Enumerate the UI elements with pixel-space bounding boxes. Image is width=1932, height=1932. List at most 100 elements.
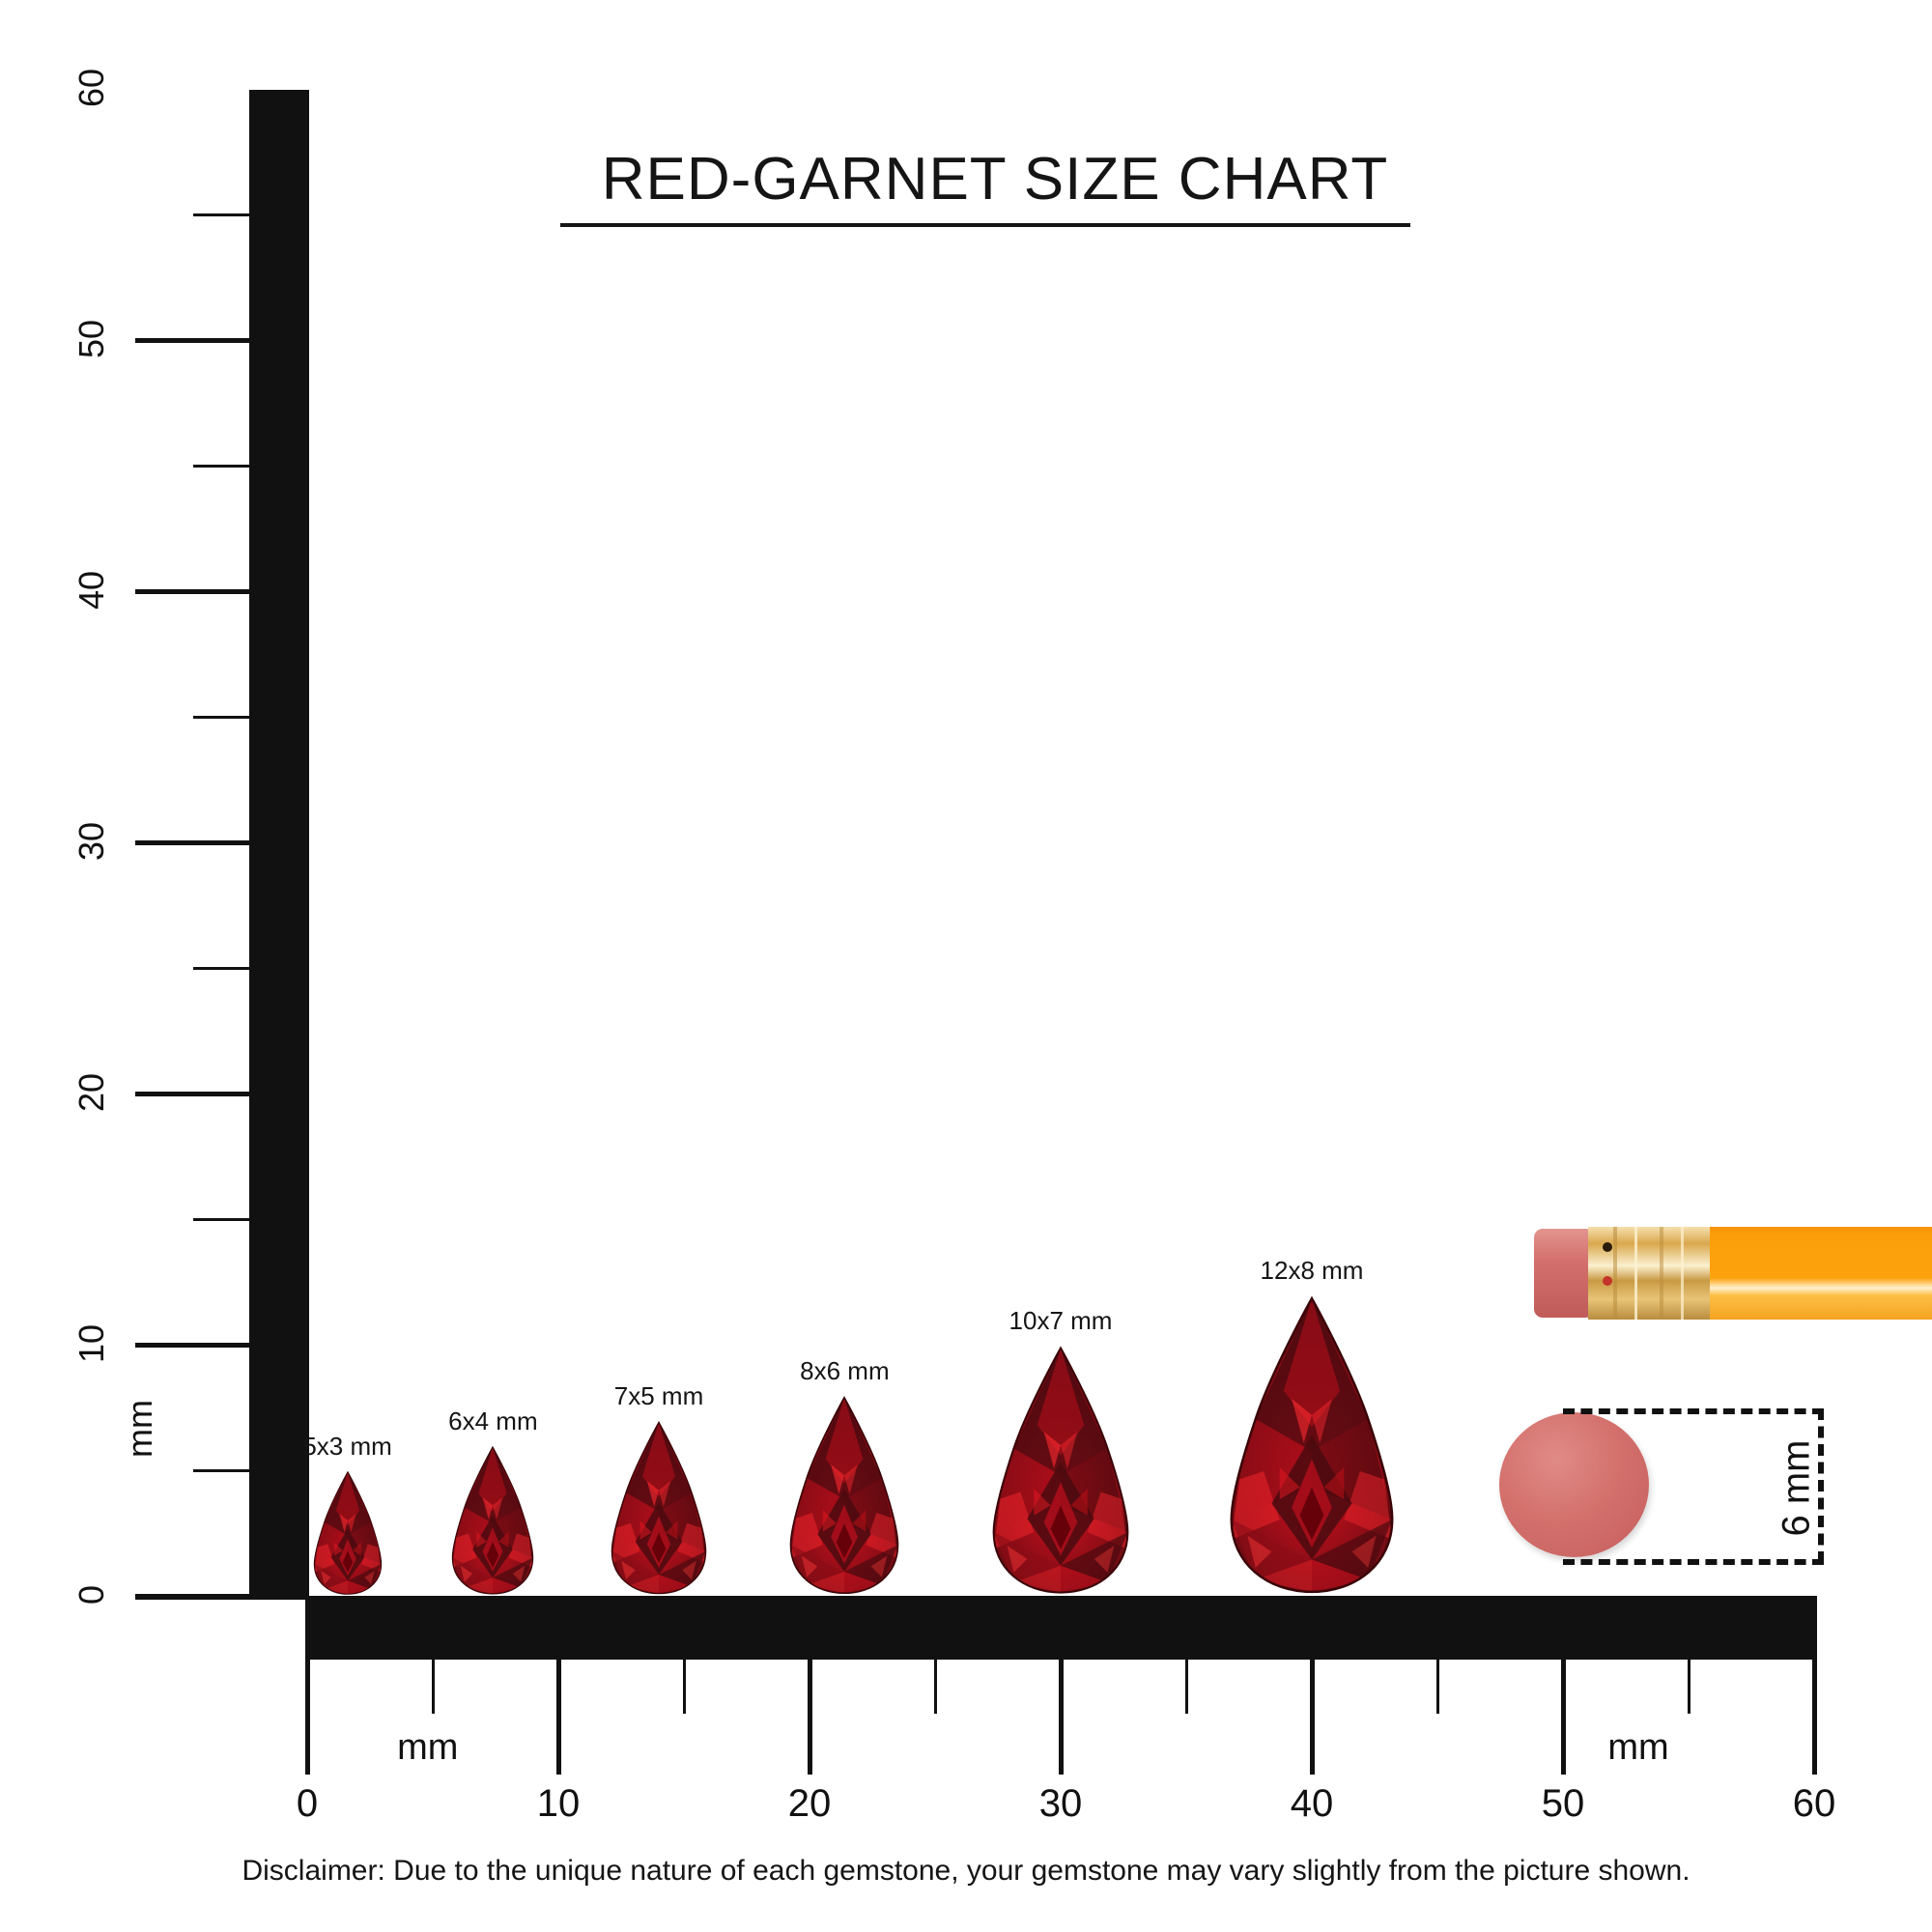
vertical-tick-minor: [249, 1082, 309, 1086]
horizontal-tick-minor: [1277, 1596, 1281, 1660]
horizontal-tick-minor: [1451, 1596, 1455, 1660]
vertical-tick-minor: [249, 1509, 309, 1513]
horizontal-tick-minor: [1293, 1596, 1296, 1660]
horizontal-tick-minor: [327, 1596, 331, 1660]
horizontal-tick-minor: [1104, 1596, 1108, 1660]
horizontal-tick-minor: [1340, 1596, 1344, 1660]
horizontal-tick-minor: [750, 1596, 753, 1660]
vertical-tick-minor: [249, 778, 309, 781]
vertical-tick-minor: [249, 1589, 309, 1593]
vertical-tick-minor: [249, 883, 309, 887]
horizontal-ruler: [304, 1596, 1817, 1779]
vertical-tick-minor: [249, 330, 309, 334]
horizontal-tick-minor: [1646, 1596, 1650, 1660]
vertical-tick-minor: [249, 112, 309, 116]
horizontal-tick-minor: [1056, 1596, 1060, 1660]
horizontal-tick-minor: [566, 1596, 570, 1660]
horizontal-tick-minor: [1749, 1596, 1753, 1660]
vertical-tick-minor: [249, 1195, 309, 1199]
horizontal-tick-minor: [1117, 1596, 1121, 1660]
horizontal-tick-minor: [1803, 1596, 1806, 1660]
horizontal-tick-minor: [724, 1596, 728, 1660]
vertical-tick-minor: [249, 561, 309, 565]
horizontal-tick-minor: [637, 1596, 640, 1660]
horizontal-tick-minor: [825, 1596, 829, 1660]
vertical-tick-minor: [249, 1255, 309, 1259]
vertical-tick-minor: [249, 627, 309, 631]
horizontal-tick-minor: [767, 1596, 771, 1660]
vertical-tick-minor: [249, 203, 309, 207]
horizontal-tick-minor: [1691, 1596, 1695, 1660]
vertical-tick-minor: [249, 1318, 309, 1321]
vertical-tick-minor: [249, 577, 309, 581]
horizontal-tick-minor: [1087, 1596, 1091, 1660]
horizontal-tick-minor: [440, 1596, 444, 1660]
vertical-tick-minor: [249, 720, 309, 724]
vertical-tick-minor: [249, 341, 309, 345]
vertical-tick-minor: [249, 699, 309, 703]
vertical-ruler-tick-label: 40: [71, 570, 111, 611]
vertical-tick-minor: [249, 167, 309, 171]
eraser-dash-top: [1563, 1408, 1824, 1414]
horizontal-tick-minor: [888, 1596, 892, 1660]
vertical-tick-minor: [249, 355, 309, 359]
vertical-tick-minor: [249, 961, 309, 965]
vertical-tick-minor: [249, 132, 309, 136]
horizontal-tick-minor: [589, 1596, 593, 1660]
vertical-tick-minor: [249, 1305, 309, 1309]
vertical-tick-minor: [249, 825, 309, 829]
vertical-tick-minor: [249, 1117, 309, 1121]
vertical-tick-minor: [249, 655, 309, 659]
vertical-tick-minor: [249, 1009, 309, 1012]
vertical-tick-mid: [193, 1217, 309, 1221]
vertical-tick-minor: [249, 230, 309, 234]
vertical-tick-minor: [249, 1283, 309, 1287]
horizontal-tick-minor: [476, 1596, 480, 1660]
horizontal-tick-minor: [1124, 1596, 1128, 1660]
vertical-tick-minor: [249, 815, 309, 819]
vertical-tick-minor: [249, 1288, 309, 1292]
vertical-tick-minor: [249, 1350, 309, 1354]
horizontal-tick-minor: [1807, 1596, 1811, 1660]
horizontal-tick-minor: [1539, 1596, 1543, 1660]
horizontal-tick-minor: [1227, 1596, 1231, 1660]
vertical-tick-minor: [249, 1591, 309, 1595]
horizontal-tick-minor: [715, 1596, 719, 1660]
horizontal-tick-minor: [610, 1596, 613, 1660]
horizontal-tick-minor: [1740, 1596, 1744, 1660]
vertical-tick-minor: [249, 1408, 309, 1412]
horizontal-tick-minor: [1263, 1596, 1266, 1660]
vertical-tick-minor: [249, 1202, 309, 1206]
horizontal-tick-minor: [1388, 1596, 1392, 1660]
horizontal-tick-minor: [308, 1596, 312, 1660]
vertical-tick-minor: [249, 1398, 309, 1402]
horizontal-tick-minor: [805, 1596, 809, 1660]
horizontal-tick-minor: [1809, 1596, 1813, 1660]
horizontal-tick-minor: [353, 1596, 356, 1660]
vertical-tick-minor: [249, 1205, 309, 1208]
vertical-tick-minor: [249, 235, 309, 239]
horizontal-tick-minor: [1511, 1596, 1515, 1660]
vertical-tick-minor: [249, 863, 309, 867]
horizontal-tick-minor: [335, 1596, 339, 1660]
horizontal-tick-minor: [1006, 1596, 1009, 1660]
vertical-tick-minor: [249, 526, 309, 530]
horizontal-tick-minor: [1131, 1596, 1135, 1660]
horizontal-tick-minor: [757, 1596, 761, 1660]
vertical-tick-minor: [249, 790, 309, 794]
vertical-tick-minor: [249, 875, 309, 879]
horizontal-tick-minor: [591, 1596, 595, 1660]
horizontal-ruler-tick-label: 50: [1541, 1782, 1585, 1825]
vertical-tick-minor: [249, 793, 309, 797]
vertical-tick-minor: [249, 644, 309, 648]
vertical-tick-minor: [249, 1346, 309, 1350]
vertical-tick-minor: [249, 1187, 309, 1191]
horizontal-tick-minor: [1255, 1596, 1259, 1660]
vertical-tick-minor: [249, 142, 309, 146]
vertical-tick-minor: [249, 1440, 309, 1444]
horizontal-tick-minor: [1662, 1596, 1665, 1660]
vertical-tick-minor: [249, 1046, 309, 1050]
vertical-tick-minor: [249, 283, 309, 287]
horizontal-tick-minor: [893, 1596, 896, 1660]
horizontal-tick-minor: [1235, 1596, 1238, 1660]
